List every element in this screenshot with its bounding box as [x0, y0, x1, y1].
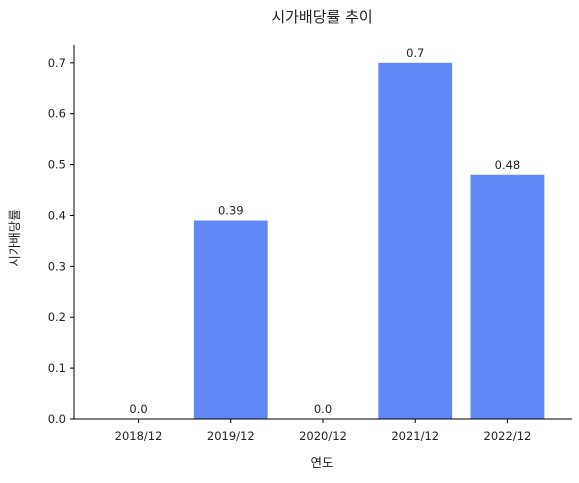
y-tick-label: 0.4	[48, 208, 66, 222]
bar-2022-12	[470, 174, 545, 419]
y-axis-label: 시가배당률	[7, 209, 22, 267]
bar-2021-12	[378, 62, 453, 420]
x-axis-label: 연도	[310, 455, 333, 470]
bar-2019-12	[193, 220, 268, 419]
x-tick-label: 2019/12	[207, 429, 255, 443]
y-tick-label: 0.6	[48, 107, 66, 121]
x-tick-label: 2018/12	[115, 429, 163, 443]
y-tick-label: 0.5	[48, 158, 66, 172]
chart-title: 시가배당률 추이	[271, 8, 372, 26]
data-label-2018-12: 0.0	[129, 402, 147, 416]
data-label-2020-12: 0.0	[314, 402, 332, 416]
y-tick-label: 0.1	[48, 361, 66, 375]
x-tick-label: 2020/12	[299, 429, 347, 443]
y-tick-label: 0.2	[48, 310, 66, 324]
data-label-2021-12: 0.7	[406, 46, 424, 60]
y-tick-label: 0.3	[48, 259, 66, 273]
y-tick-label: 0.7	[48, 56, 66, 70]
data-label-2022-12: 0.48	[495, 158, 521, 172]
x-tick-label: 2022/12	[484, 429, 532, 443]
plot-area: 0.0 0.39 0.0 0.7 0.48 0.0 0.1 0.2 0.3 0.4 0.5 0.6 0.…	[48, 45, 572, 443]
x-tick-label: 2021/12	[391, 429, 439, 443]
y-tick-label: 0.0	[48, 412, 66, 426]
data-label-2019-12: 0.39	[218, 204, 244, 218]
